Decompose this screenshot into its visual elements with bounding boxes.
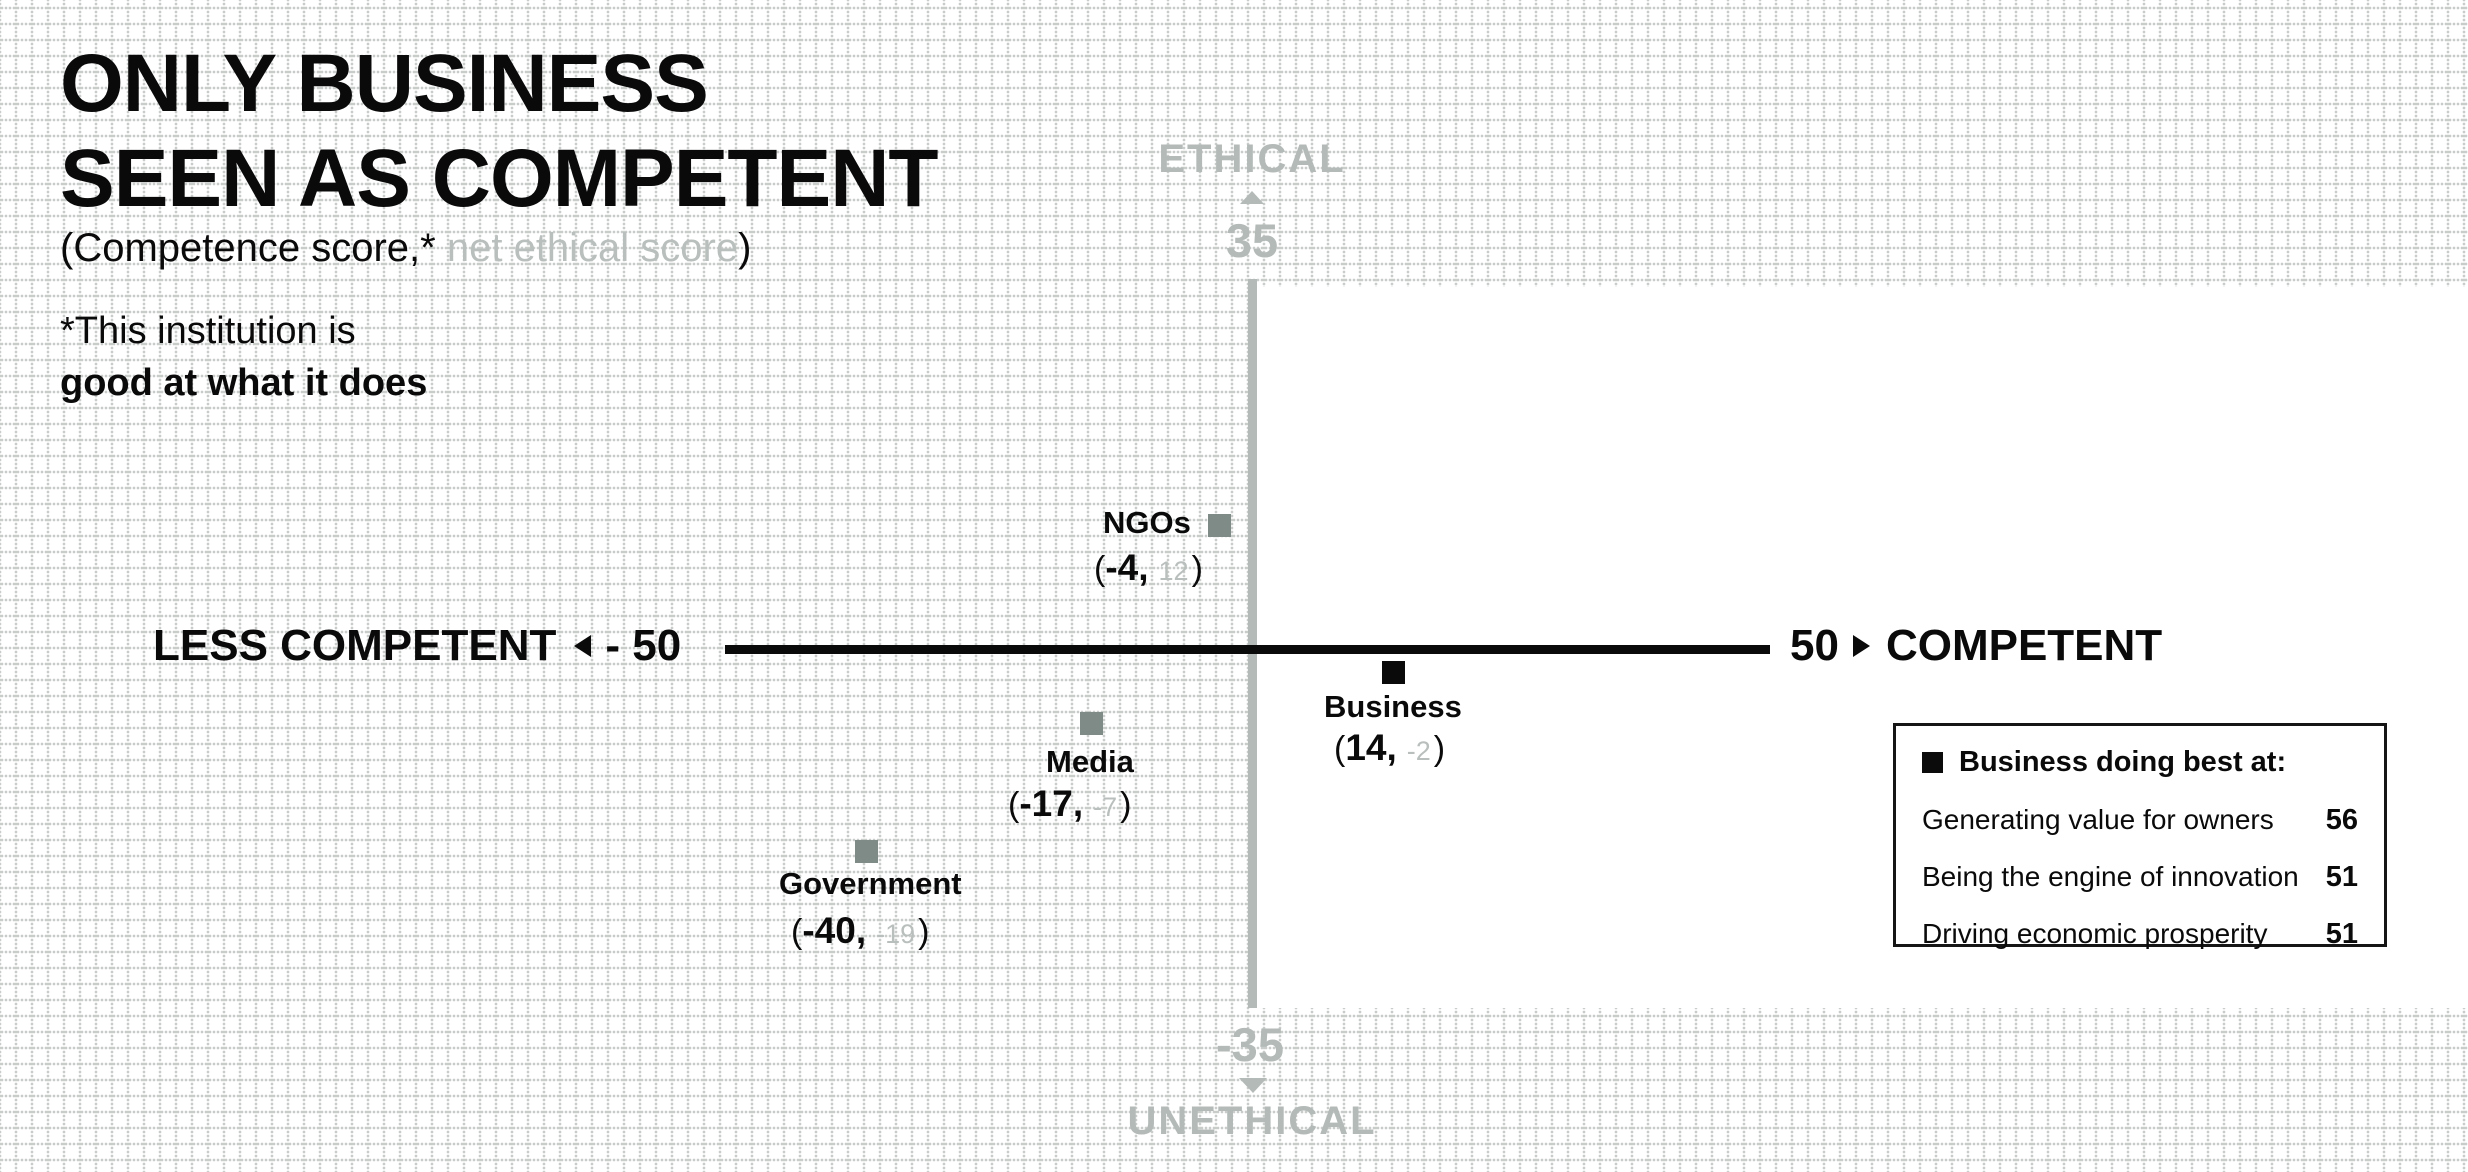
arrow-left-icon [574,635,592,657]
legend-title: Business doing best at: [1959,746,2287,778]
x-axis-left-label-group: LESS COMPETENT - 50 [153,618,681,674]
x-axis-left-label: LESS COMPETENT [153,621,557,670]
title-line-2: SEEN AS COMPETENT [60,133,939,224]
x-axis-line [725,645,1770,654]
point-marker-government [855,840,878,863]
point-coords-media: (-17, -7) [1008,781,1131,830]
arrow-up-icon [1240,191,1264,204]
point-coords-government: (-40, -19) [791,908,929,957]
point-label-government: Government [779,866,962,901]
x-axis-min-value: - 50 [605,621,682,670]
business-competence-value: 14 [1345,727,1387,768]
open-paren: ( [1094,550,1106,588]
subtitle-close-paren: ) [738,226,752,270]
y-axis-line [1248,279,1257,1008]
government-competence-value: -40 [802,910,856,951]
title-line-1: ONLY BUSINESS [60,38,709,129]
point-label-ngos: NGOs [1103,505,1191,540]
legend-row-label: Being the engine of innovation [1922,861,2299,892]
government-ethical-value: -19 [876,919,916,949]
ngos-competence-value: -4 [1105,547,1139,588]
legend-box: Business doing best at: Generating value… [1893,723,2387,950]
close-paren: ) [918,913,930,951]
close-paren: ) [1120,786,1132,824]
comma: , [855,910,867,951]
y-axis-top-label: ETHICAL [1158,137,1346,181]
media-competence-value: -17 [1019,783,1073,824]
point-marker-ngos [1208,514,1231,537]
legend-row-value: 56 [2325,804,2358,836]
legend-row-label: Driving economic prosperity [1922,918,2268,949]
business-ethical-value: -2 [1406,736,1431,766]
legend-row: Driving economic prosperity 51 [1922,918,2358,951]
open-paren: ( [791,913,803,951]
page-title: ONLY BUSINESS SEEN AS COMPETENT [60,36,939,226]
point-label-business: Business [1324,689,1462,724]
comma: , [1072,783,1084,824]
y-axis-min-value: -35 [1216,1018,1284,1071]
close-paren: ) [1191,550,1203,588]
point-coords-business: (14, -2) [1334,725,1445,774]
x-axis-max-value: 50 [1790,621,1839,670]
subtitle-black: (Competence score,* [60,226,436,270]
comma: , [1386,727,1397,768]
legend-row-value: 51 [2325,861,2358,893]
y-axis-bottom-label: UNETHICAL [1127,1099,1377,1143]
open-paren: ( [1334,730,1346,768]
x-axis-right-label-group: 50 COMPETENT [1790,618,2162,674]
legend-title-row: Business doing best at: [1922,746,2358,779]
chart-subtitle: (Competence score,* net ethical score) [60,226,751,271]
black-square-icon [1922,752,1943,773]
chart-footnote: *This institution is good at what it doe… [60,305,427,409]
point-marker-media [1080,712,1103,735]
comma: , [1138,547,1149,588]
subtitle-gray: net ethical score [435,226,739,270]
legend-row-label: Generating value for owners [1922,804,2274,835]
footnote-line-2: good at what it does [60,362,428,404]
open-paren: ( [1008,786,1020,824]
media-ethical-value: -7 [1093,792,1118,822]
close-paren: ) [1433,730,1446,768]
y-axis-max-value: 35 [1225,214,1279,267]
ngos-ethical-value: 12 [1158,556,1189,586]
arrow-right-icon [1852,635,1870,657]
point-coords-ngos: (-4, 12) [1094,545,1203,594]
x-axis-right-label: COMPETENT [1885,621,2163,670]
arrow-down-icon [1239,1078,1267,1093]
legend-row-value: 51 [2325,918,2358,950]
point-label-media: Media [1046,744,1134,779]
point-marker-business [1382,661,1405,684]
footnote-line-1: *This institution is [60,310,356,352]
legend-row: Generating value for owners 56 [1922,804,2358,837]
legend-row: Being the engine of innovation 51 [1922,861,2358,894]
